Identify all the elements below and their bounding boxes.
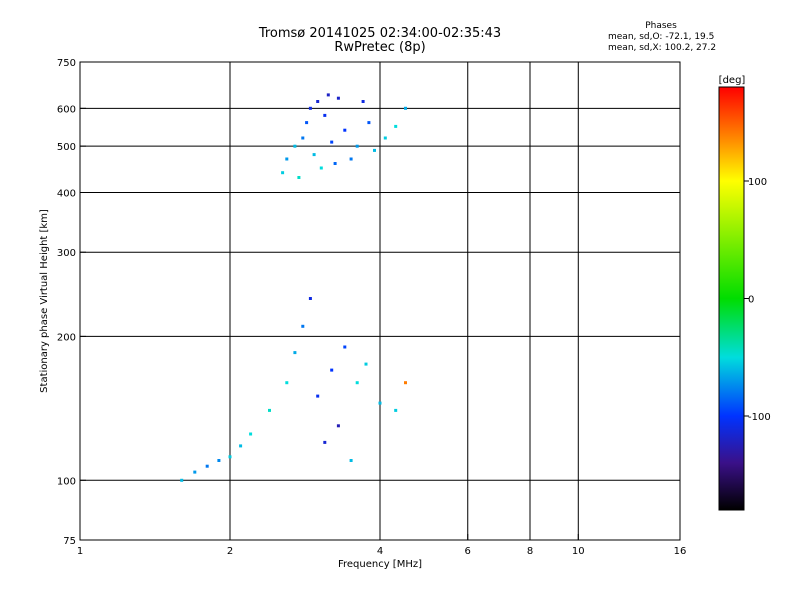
echo-point — [193, 470, 197, 474]
echo-point — [343, 345, 347, 349]
colorbar: [deg] 100 0 -100 — [718, 75, 771, 511]
y-tick-label: 75 — [63, 536, 76, 547]
y-axis-label: Stationary phase Virtual Height [km] — [39, 209, 50, 393]
echo-point — [285, 381, 289, 385]
colorbar-ticks: 100 0 -100 — [744, 177, 771, 423]
echo-point — [305, 121, 309, 125]
x-tick-label: 4 — [377, 546, 383, 557]
y-tick-label: 600 — [57, 104, 76, 115]
echo-point — [404, 381, 407, 385]
echo-point — [336, 96, 340, 100]
echo-point — [383, 136, 387, 140]
echo-point — [323, 440, 327, 444]
echo-point — [361, 100, 365, 103]
echo-point — [268, 408, 271, 412]
echo-point — [293, 351, 297, 355]
echo-point — [228, 455, 232, 459]
echo-point — [316, 100, 320, 103]
echo-point — [333, 162, 337, 165]
y-tick-label: 200 — [57, 332, 76, 343]
data-layer — [180, 93, 407, 482]
colorbar-label: [deg] — [719, 75, 746, 86]
x-tick-label: 2 — [227, 546, 233, 557]
echo-point — [349, 157, 353, 161]
echo-point — [180, 478, 184, 482]
echo-point — [330, 140, 334, 144]
chart-subtitle: RwPretec (8p) — [334, 40, 426, 55]
echo-point — [297, 176, 301, 179]
y-tick-label: 400 — [57, 188, 76, 199]
echo-point — [373, 148, 376, 152]
echo-point — [326, 93, 330, 97]
y-tick-label: 750 — [57, 58, 76, 69]
echo-point — [281, 171, 285, 175]
x-tick-label: 1 — [77, 546, 83, 557]
echo-point — [301, 324, 305, 328]
echo-point — [404, 106, 407, 110]
echo-point — [330, 368, 334, 372]
echo-point — [394, 408, 398, 412]
echo-point — [217, 459, 221, 462]
echo-point — [308, 106, 312, 110]
y-tick-label: 100 — [57, 476, 76, 487]
echo-point — [319, 166, 323, 170]
echo-point — [312, 153, 316, 157]
echo-point — [355, 144, 359, 148]
echo-point — [285, 157, 289, 161]
grid-layer — [80, 62, 680, 540]
echo-point — [355, 381, 359, 385]
y-tick-label: 300 — [57, 248, 76, 259]
echo-point — [308, 297, 312, 300]
phase-stats-o-mode: mean, sd,O: -72.1, 19.5 — [608, 32, 715, 42]
echo-point — [301, 136, 305, 140]
echo-point — [336, 424, 340, 428]
echo-point — [367, 121, 371, 125]
axis-ticks: 1 2 4 6 8 10 16 75 100 200 300 400 500 600 750 — [57, 58, 686, 557]
x-axis-label: Frequency [MHz] — [338, 559, 422, 570]
x-tick-label: 6 — [465, 546, 471, 557]
echo-point — [323, 113, 327, 117]
x-tick-label: 16 — [674, 546, 687, 557]
echo-point — [343, 128, 347, 132]
echo-point — [293, 144, 297, 148]
echo-point — [249, 432, 253, 436]
echo-point — [349, 459, 353, 462]
x-tick-label: 10 — [572, 546, 585, 557]
colorbar-tick-label: 100 — [748, 177, 767, 188]
x-tick-label: 8 — [527, 546, 533, 557]
echo-point — [364, 362, 368, 366]
echo-point — [205, 464, 209, 468]
echo-point — [316, 394, 320, 398]
echo-point — [378, 401, 382, 405]
echo-point — [394, 124, 398, 128]
chart-title: Tromsø 20141025 02:34:00-02:35:43 — [258, 26, 502, 41]
colorbar-tick-label: 0 — [748, 295, 754, 306]
colorbar-tick-label: -100 — [748, 412, 771, 423]
phase-stats-heading: Phases — [645, 21, 677, 31]
y-tick-label: 500 — [57, 142, 76, 153]
echo-point — [239, 444, 243, 448]
colorbar-gradient — [719, 87, 744, 510]
phase-stats-x-mode: mean, sd,X: 100.2, 27.2 — [608, 43, 717, 53]
